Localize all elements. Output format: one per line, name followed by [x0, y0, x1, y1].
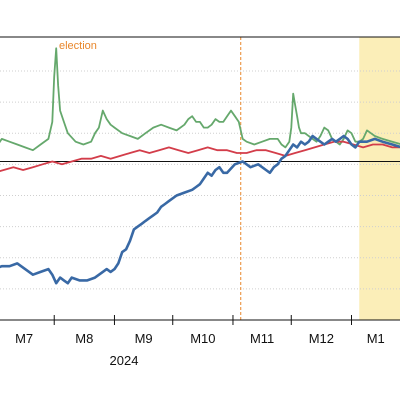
annotation-label-election: election — [59, 40, 97, 52]
x-tick-label-0: M7 — [15, 331, 33, 346]
x-tick-label-1: M8 — [75, 331, 93, 346]
series-line-0 — [0, 47, 400, 152]
shaded-region-group — [359, 37, 400, 320]
shaded-region — [359, 37, 400, 320]
x-year-label: 2024 — [110, 353, 139, 368]
x-tick-label-4: M11 — [250, 331, 274, 346]
gridlines — [0, 70, 400, 290]
x-tick-labels: M7 M8 M9 M10 M11 M12 M1 — [15, 331, 385, 346]
series-line-1 — [0, 140, 400, 173]
x-tick-label-3: M10 — [190, 331, 215, 346]
x-tick-label-2: M9 — [135, 331, 153, 346]
series-line-2 — [0, 134, 400, 285]
x-ticks — [53, 315, 352, 325]
plot-frame — [0, 36, 400, 321]
x-tick-label-6: M1 — [367, 331, 385, 346]
series-group — [0, 47, 400, 285]
x-tick-label-5: M12 — [309, 331, 334, 346]
